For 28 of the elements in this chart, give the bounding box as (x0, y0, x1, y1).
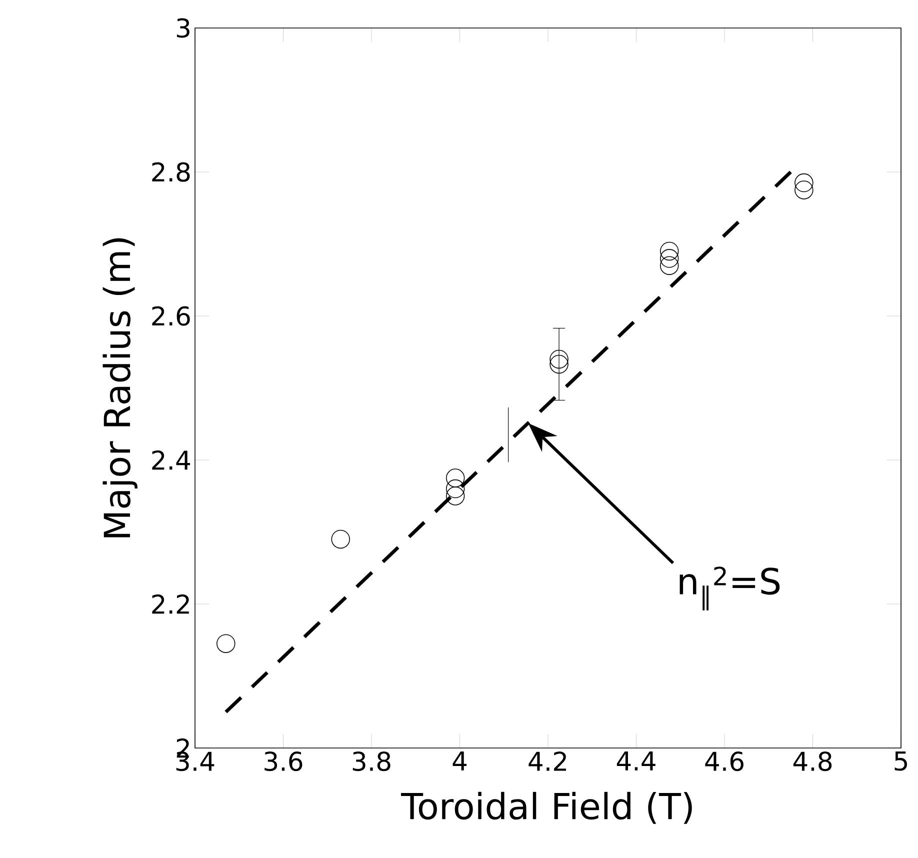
point (550, 350, 568, 369)
x-axis-title: Toroidal Field (T) (400, 792, 692, 824)
point (660, 256, 679, 275)
y-tick-label: 2.8 (152, 162, 190, 182)
point (660, 242, 679, 261)
point (794, 180, 814, 200)
x-tick-label: 5 (894, 752, 907, 771)
point (550, 354, 568, 374)
x-tick-label: 4 (452, 752, 467, 770)
point (660, 249, 679, 268)
x-tick-label: 3.8 (352, 752, 390, 772)
y-tick-label: 3 (176, 18, 190, 38)
x-tick-label: 3.6 (264, 752, 302, 772)
x-tick-label: 4.6 (705, 752, 744, 772)
annotation: n$_{∥}$$^{2}$=S (680, 566, 780, 610)
x-tick-label: 4.8 (793, 752, 832, 772)
point (446, 479, 465, 498)
point (331, 530, 350, 549)
point (446, 486, 465, 506)
point (216, 634, 236, 653)
x-tick-label: 4.4 (616, 752, 656, 770)
point (446, 468, 465, 488)
point (794, 173, 814, 192)
y-axis-title: Major Radius (m) (102, 238, 138, 538)
y-tick-label: 2.4 (152, 450, 190, 470)
x-tick-label: 4.2 (528, 752, 566, 771)
y-tick-label: 2.2 (152, 594, 189, 614)
y-tick-label: 2.6 (152, 306, 190, 326)
